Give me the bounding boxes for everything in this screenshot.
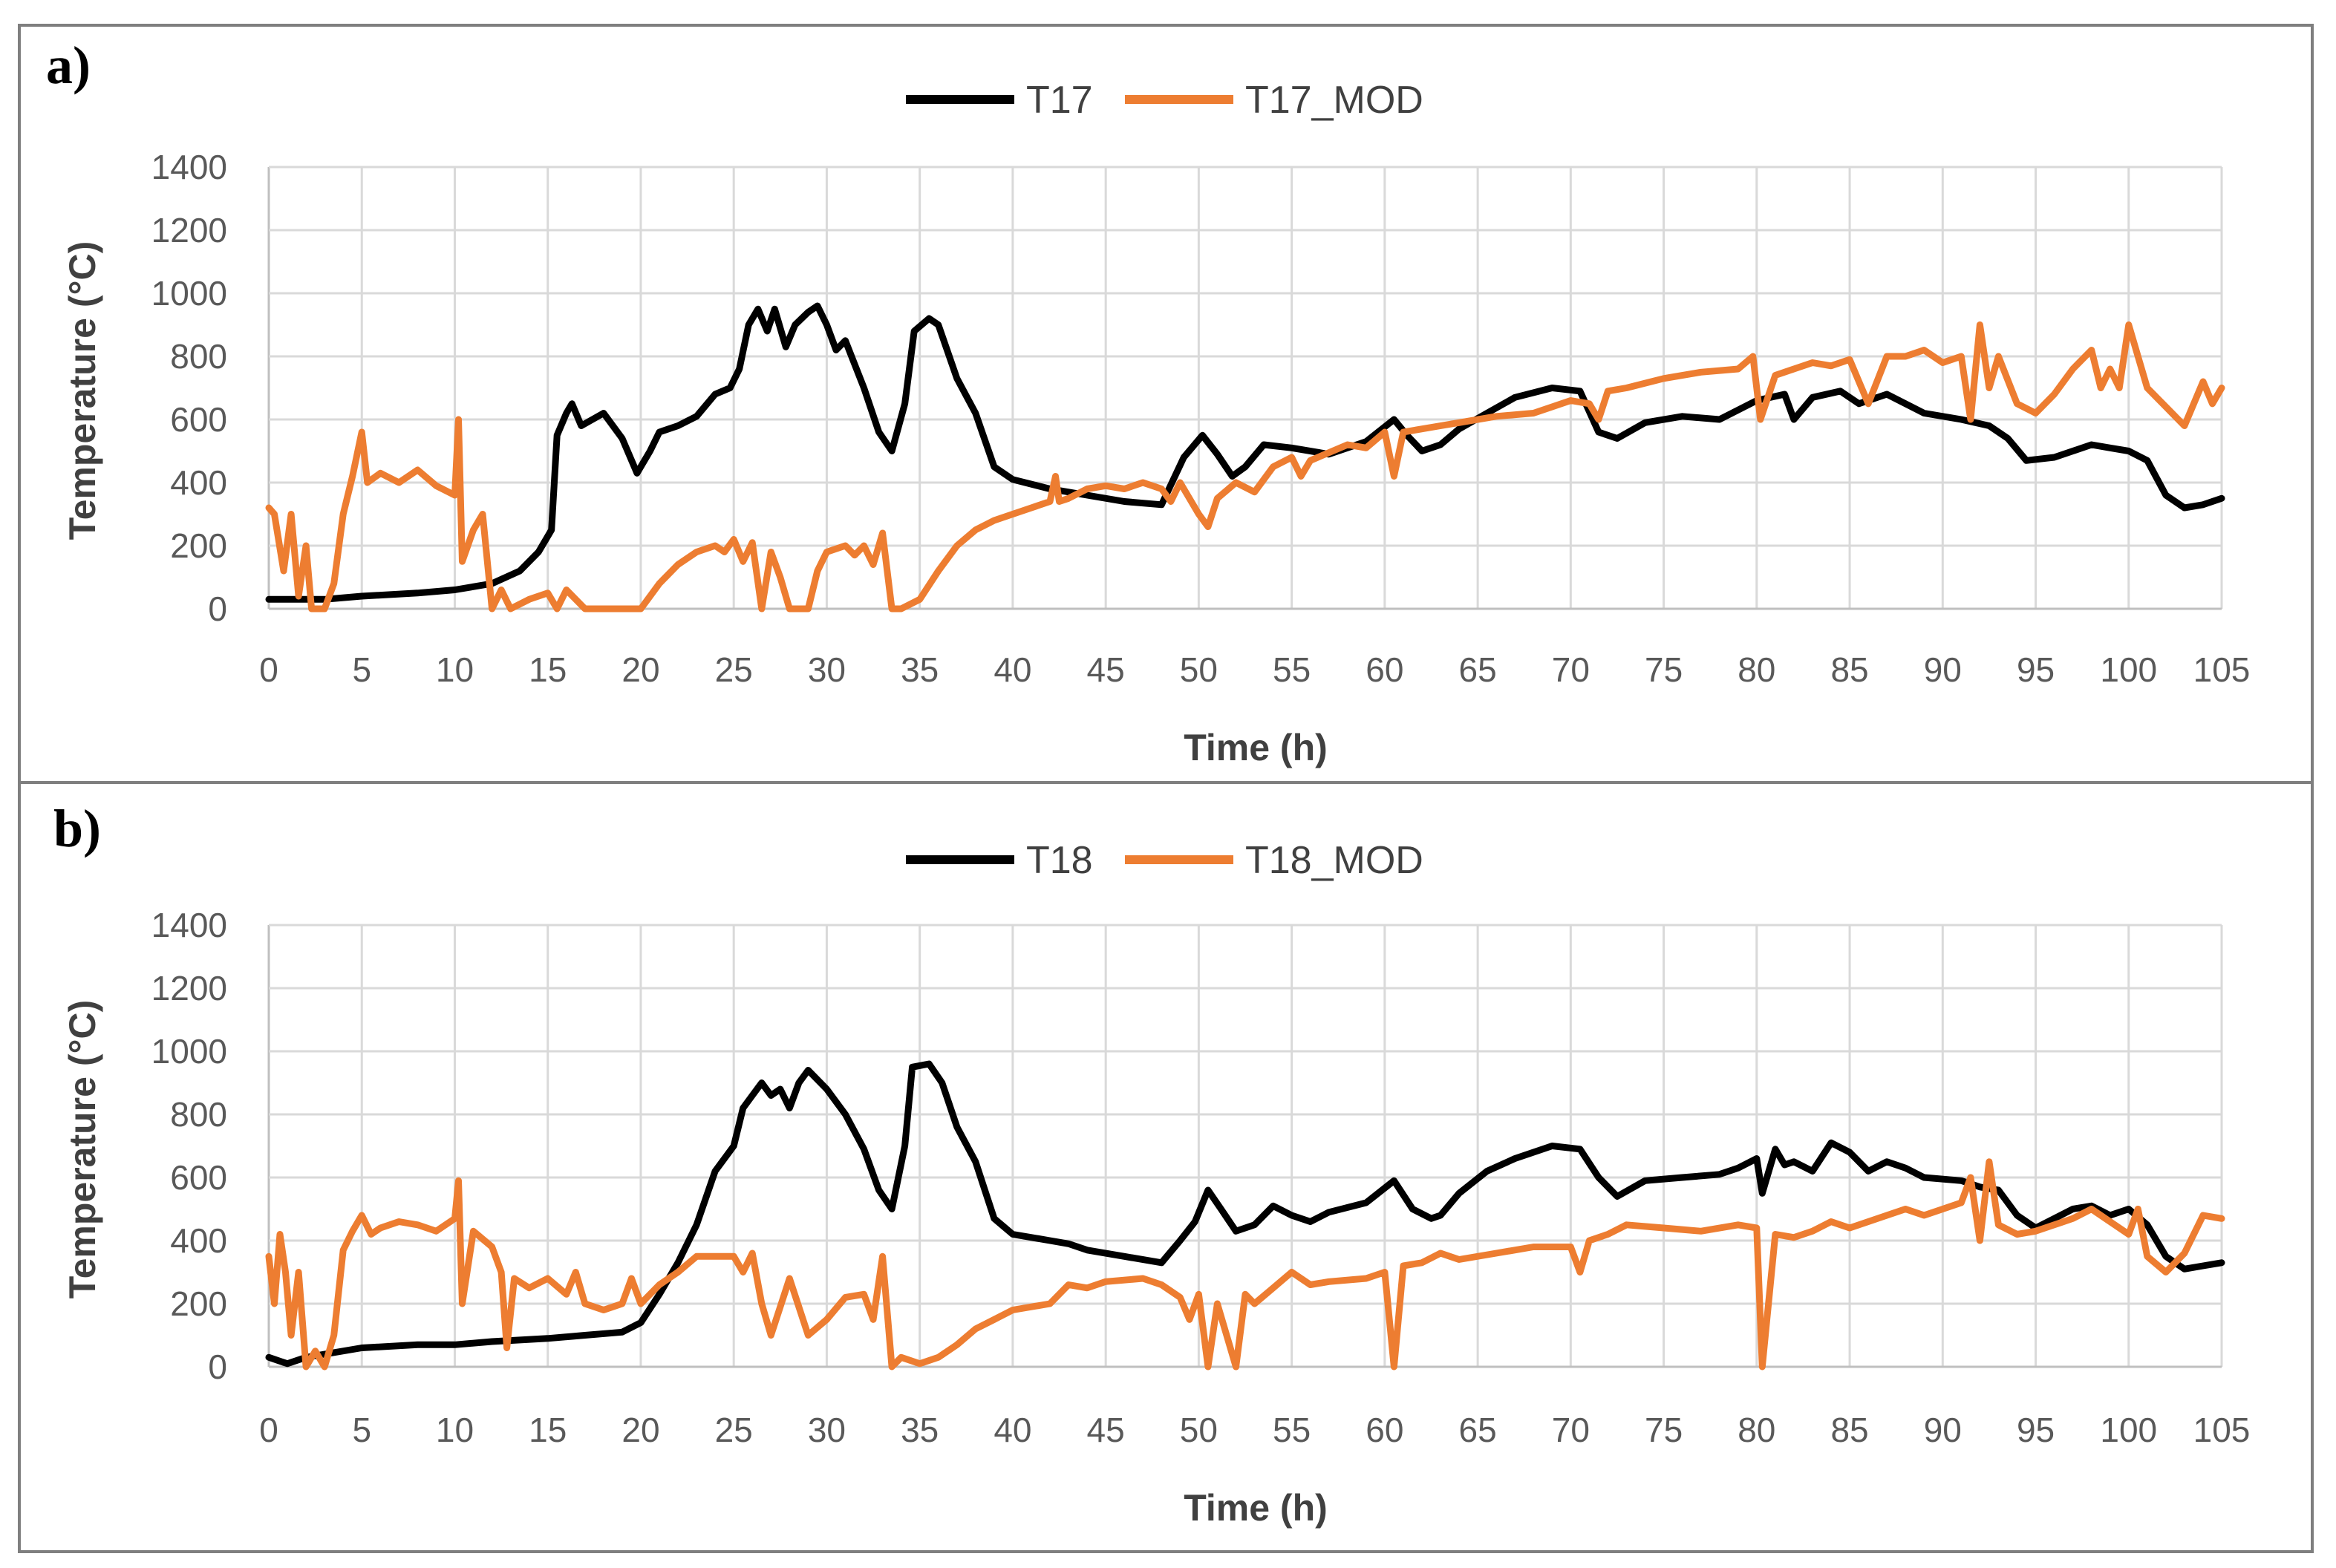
x-tick-label: 65: [1459, 1411, 1497, 1449]
y-tick-label: 600: [170, 1158, 227, 1197]
y-tick-label: 1200: [151, 969, 227, 1007]
x-tick-label: 25: [715, 650, 753, 689]
x-tick-label: 40: [994, 650, 1031, 689]
x-tick-label: 85: [1830, 650, 1868, 689]
y-tick-label: 0: [208, 589, 227, 628]
panel-b-frame: [18, 781, 2314, 1553]
x-tick-label: 80: [1738, 650, 1775, 689]
x-tick-label: 100: [2100, 1411, 2157, 1449]
x-tick-label: 50: [1180, 650, 1218, 689]
x-tick-label: 15: [529, 650, 567, 689]
panel-a-legend: T17 T17_MOD: [906, 79, 1423, 122]
x-tick-label: 70: [1552, 1411, 1590, 1449]
panel-a-series: [265, 302, 2225, 612]
panel-b-grid: [267, 924, 2223, 1368]
y-tick-label: 1400: [151, 906, 227, 944]
x-tick-label: 35: [901, 1411, 939, 1449]
y-tick-label: 200: [170, 1284, 227, 1323]
legend-label-T17: T17: [1026, 79, 1093, 122]
panel-b: b) T18 T18_MOD 0 5 10 15 20 25 30 35 40 45 50 55 60 6…: [18, 781, 2314, 1553]
x-tick-label: 70: [1552, 650, 1590, 689]
panel-b-legend: T18 T18_MOD: [906, 839, 1423, 882]
legend-label-T18: T18: [1026, 839, 1093, 882]
x-tick-label: 55: [1273, 1411, 1311, 1449]
y-tick-label: 1200: [151, 211, 227, 249]
y-tick-label: 400: [170, 1221, 227, 1260]
x-tick-label: 60: [1366, 1411, 1403, 1449]
y-tick-label: 400: [170, 463, 227, 502]
x-tick-label: 10: [436, 650, 474, 689]
x-tick-label: 5: [352, 1411, 371, 1449]
x-tick-label: 105: [2193, 1411, 2251, 1449]
x-tick-label: 0: [259, 1411, 278, 1449]
panel-b-y-axis-title: Temperature (°C): [62, 1000, 103, 1298]
panel-a-label: a): [46, 36, 91, 95]
x-tick-label: 75: [1645, 650, 1683, 689]
x-tick-label: 75: [1645, 1411, 1683, 1449]
x-tick-label: 60: [1366, 650, 1403, 689]
panel-a-grid: [267, 166, 2223, 610]
panel-b-label: b): [53, 799, 101, 858]
x-tick-label: 15: [529, 1411, 567, 1449]
panel-b-x-axis-title: Time (h): [1184, 1487, 1328, 1529]
x-tick-label: 100: [2100, 650, 2157, 689]
series-line-T18: [265, 1060, 2225, 1368]
y-tick-label: 800: [170, 1095, 227, 1134]
legend-label-T18-MOD: T18_MOD: [1245, 839, 1423, 882]
panel-a-y-axis-title: Temperature (°C): [62, 241, 103, 540]
panel-b-ticks: 0 5 10 15 20 25 30 35 40 45 50 55 60 65 70 75 80 85 90 95 10…: [151, 906, 2251, 1449]
y-tick-label: 200: [170, 526, 227, 565]
x-tick-label: 65: [1459, 650, 1497, 689]
x-tick-label: 30: [808, 1411, 846, 1449]
y-tick-label: 1400: [151, 148, 227, 186]
y-tick-label: 800: [170, 337, 227, 376]
x-tick-label: 25: [715, 1411, 753, 1449]
x-tick-label: 45: [1087, 650, 1125, 689]
x-tick-label: 95: [2017, 650, 2055, 689]
x-tick-label: 55: [1273, 650, 1311, 689]
series-line-T17_MOD: [265, 321, 2225, 612]
series-line-T17: [265, 302, 2225, 603]
x-tick-label: 40: [994, 1411, 1031, 1449]
x-tick-label: 80: [1738, 1411, 1775, 1449]
panel-a: a) T17 T17_MOD 0 5 10 15 20 25 30 35 40 45 50 55 60 6…: [18, 24, 2314, 784]
panel-a-ticks: 0 5 10 15 20 25 30 35 40 45 50 55 60 65 70 75 80 85 90 95 10…: [151, 148, 2251, 689]
series-line-T18_MOD: [265, 1158, 2225, 1371]
x-tick-label: 35: [901, 650, 939, 689]
x-tick-label: 85: [1830, 1411, 1868, 1449]
x-tick-label: 0: [259, 650, 278, 689]
x-tick-label: 90: [1924, 650, 1962, 689]
x-tick-label: 105: [2193, 650, 2251, 689]
y-tick-label: 600: [170, 400, 227, 439]
x-tick-label: 50: [1180, 1411, 1218, 1449]
x-tick-label: 5: [352, 650, 371, 689]
y-tick-label: 0: [208, 1348, 227, 1386]
x-tick-label: 45: [1087, 1411, 1125, 1449]
x-tick-label: 30: [808, 650, 846, 689]
x-tick-label: 10: [436, 1411, 474, 1449]
x-tick-label: 90: [1924, 1411, 1962, 1449]
legend-label-T17-MOD: T17_MOD: [1245, 79, 1423, 122]
y-tick-label: 1000: [151, 1032, 227, 1071]
panel-b-series: [265, 1060, 2225, 1371]
x-tick-label: 20: [621, 1411, 659, 1449]
y-tick-label: 1000: [151, 274, 227, 313]
x-tick-label: 95: [2017, 1411, 2055, 1449]
panel-a-x-axis-title: Time (h): [1184, 727, 1328, 768]
x-tick-label: 20: [621, 650, 659, 689]
